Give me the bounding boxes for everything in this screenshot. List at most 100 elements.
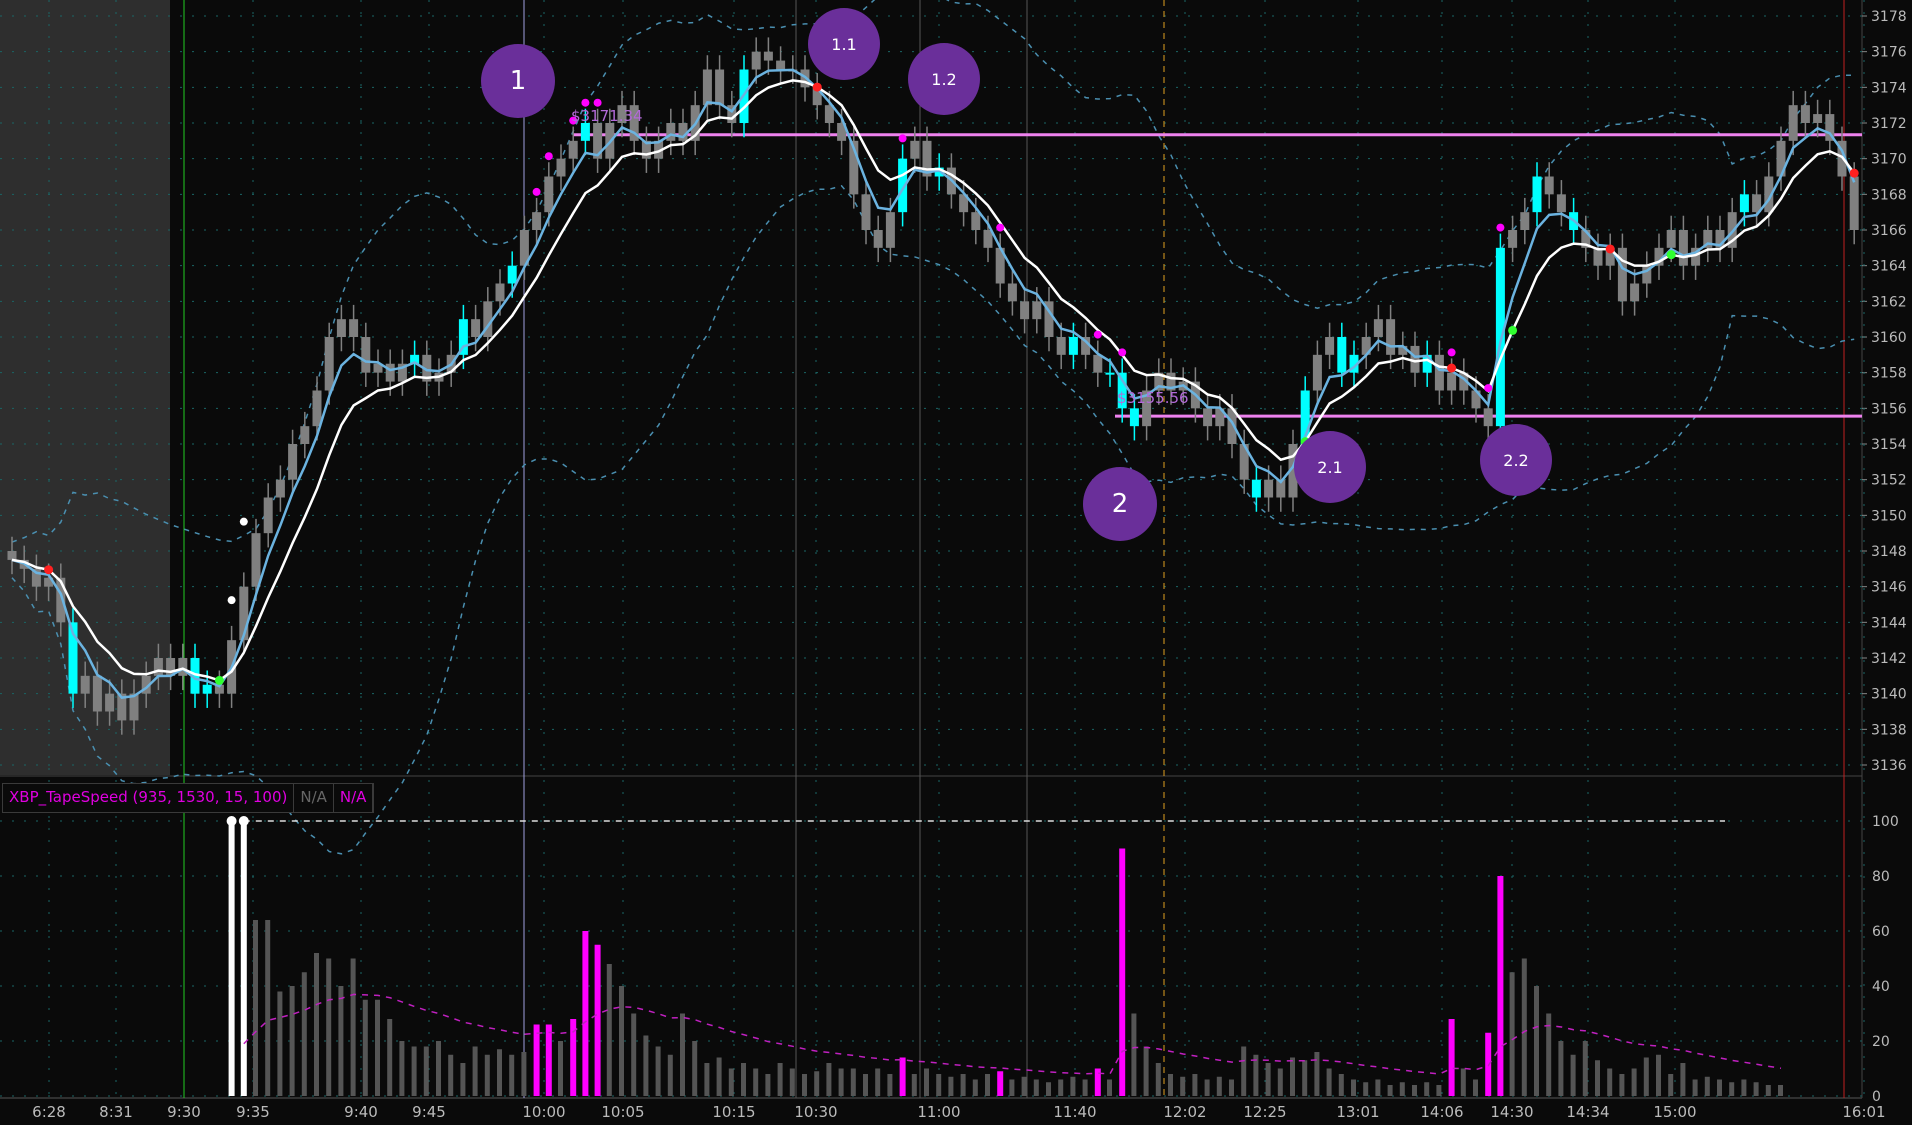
candle-body <box>1386 319 1396 355</box>
candle-body <box>349 319 359 337</box>
candle-body <box>1288 444 1298 498</box>
candle-body <box>507 265 517 284</box>
tape-speed-bar <box>1387 1085 1393 1096</box>
candle-body <box>1776 140 1786 177</box>
candle-body <box>568 140 578 159</box>
candle-body <box>898 158 908 213</box>
candle-body <box>1654 247 1664 266</box>
price-tick-label: 3142 <box>1871 651 1907 667</box>
tape-speed-bar <box>582 931 589 1096</box>
candle-body <box>702 69 712 106</box>
candle-body <box>312 390 322 427</box>
candle-body <box>1703 230 1713 248</box>
signal-dot-red <box>1605 244 1615 254</box>
candle-body <box>1056 337 1066 355</box>
candle-body <box>1459 372 1469 391</box>
candle-body <box>105 693 115 712</box>
fast-ma-line <box>11 68 1856 699</box>
tape-speed-bar <box>533 1024 540 1096</box>
time-tick-label: 9:30 <box>167 1103 201 1121</box>
tape-speed-bar <box>1265 1063 1271 1096</box>
time-tick-label: 14:34 <box>1566 1103 1609 1121</box>
signal-dot-magenta <box>532 187 541 196</box>
tape-speed-bar <box>1216 1076 1222 1096</box>
candle-body <box>202 684 212 694</box>
tape-speed-bar <box>1143 1046 1149 1096</box>
tape-speed-bar <box>728 1068 734 1096</box>
tape-speed-bar <box>1595 1060 1600 1096</box>
price-tick-label: 3152 <box>1871 473 1907 489</box>
tape-speed-bar <box>997 1071 1004 1096</box>
candle-body <box>751 51 761 70</box>
candle-body <box>68 622 78 694</box>
tape-speed-bar <box>570 1019 577 1096</box>
tape-speed-bar <box>545 1024 552 1096</box>
candle-body <box>715 69 725 106</box>
indicator-name[interactable]: XBP_TapeSpeed (935, 1530, 15, 100) <box>3 784 295 812</box>
tape-speed-bar <box>1302 1060 1308 1096</box>
candle-body <box>763 51 773 61</box>
candle-body <box>971 212 981 230</box>
tape-speed-bar <box>704 1063 710 1096</box>
tape-speed-bar <box>814 1071 820 1096</box>
candle-body <box>56 577 66 623</box>
tape-speed-bar <box>301 972 307 1096</box>
tape-speed-bar <box>1046 1082 1051 1096</box>
tape-speed-bar <box>887 1074 893 1096</box>
indicator-tick-label: 60 <box>1872 924 1890 940</box>
candle-body <box>873 230 883 248</box>
tape-speed-bar <box>1094 1068 1101 1096</box>
tape-speed-bar <box>350 958 356 1096</box>
tape-speed-bar <box>594 944 601 1096</box>
tape-speed-bar <box>716 1057 722 1096</box>
candle-body <box>678 123 688 141</box>
candle-body <box>959 194 969 213</box>
price-tick-label: 3138 <box>1871 722 1907 738</box>
tape-speed-bar <box>619 986 624 1096</box>
candle-body <box>336 319 346 337</box>
tape-speed-bar <box>777 1063 783 1096</box>
candle-body <box>1520 212 1530 230</box>
time-tick-label: 10:30 <box>794 1103 837 1121</box>
candle-body <box>1544 176 1554 195</box>
tape-speed-bar <box>1534 986 1539 1096</box>
tape-speed-bar <box>460 1063 466 1096</box>
candle-body <box>1642 265 1652 284</box>
indicator-tick-label: 100 <box>1872 814 1899 830</box>
candle-body <box>373 363 383 373</box>
threshold-dot <box>226 816 237 826</box>
tape-speed-bar <box>1314 1052 1320 1096</box>
candle-body <box>1105 372 1115 375</box>
indicator-tick-label: 0 <box>1872 1089 1881 1105</box>
lower-band-line <box>11 185 1855 855</box>
time-tick-label: 12:25 <box>1243 1103 1286 1121</box>
tape-speed-bar <box>789 1068 795 1096</box>
candle-body <box>1361 337 1371 355</box>
time-tick-label: 6:28 <box>32 1103 66 1121</box>
tape-speed-bar <box>1180 1076 1186 1096</box>
tape-speed-bar <box>875 1068 881 1096</box>
time-tick-label: 12:02 <box>1163 1103 1206 1121</box>
signal-dot-magenta <box>1447 348 1456 357</box>
candle-body <box>1691 247 1701 266</box>
candle-body <box>80 675 90 694</box>
tape-speed-bar <box>1009 1079 1015 1096</box>
tape-speed-bar <box>375 999 380 1096</box>
candle-body <box>1410 345 1420 373</box>
candle-body <box>1129 408 1139 427</box>
candle-body <box>1495 247 1505 427</box>
candle-body <box>190 658 200 694</box>
candle-body <box>44 577 54 587</box>
tape-speed-bar <box>399 1041 405 1096</box>
tape-speed-bar <box>765 1074 771 1096</box>
tape-speed-bar <box>1338 1074 1344 1096</box>
tape-speed-bar <box>1399 1082 1405 1096</box>
price-tick-label: 3164 <box>1871 259 1907 275</box>
tape-speed-bar <box>802 1074 807 1096</box>
upper-band-line <box>11 0 1855 543</box>
tape-speed-bar <box>338 986 344 1096</box>
price-tick-label: 3158 <box>1871 366 1907 382</box>
tape-speed-bar <box>643 1035 649 1096</box>
candle-body <box>166 658 176 676</box>
